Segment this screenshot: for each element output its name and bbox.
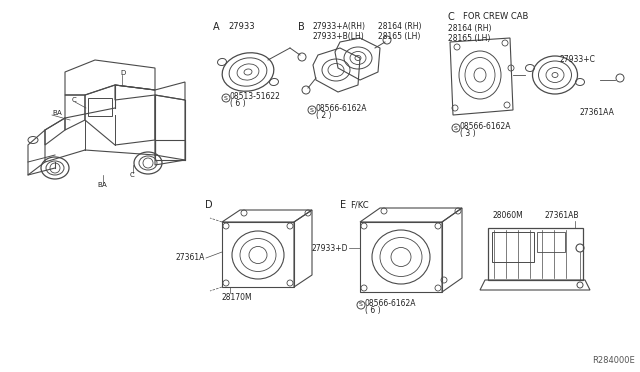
Text: B: B [97,182,102,188]
Text: 28164 (RH): 28164 (RH) [448,24,492,33]
Text: ( 3 ): ( 3 ) [460,128,476,138]
Text: C: C [448,12,455,22]
Text: S: S [359,302,363,308]
Text: 27361AA: 27361AA [580,108,615,117]
Text: D: D [205,200,212,210]
Text: A: A [213,22,220,32]
Text: C: C [130,172,135,178]
Text: 28170M: 28170M [222,293,253,302]
Bar [360,222,442,292]
Bar [492,232,534,262]
Text: 28165 (LH): 28165 (LH) [378,32,420,41]
Text: 08513-51622: 08513-51622 [230,92,281,100]
Text: D: D [120,70,125,76]
Text: FOR CREW CAB: FOR CREW CAB [463,12,529,21]
Text: 08566-6162A: 08566-6162A [365,298,417,308]
Bar [88,98,112,116]
Text: 27933: 27933 [228,22,255,31]
Text: 08566-6162A: 08566-6162A [460,122,511,131]
Text: F/KC: F/KC [350,200,369,209]
Text: S: S [224,96,228,100]
Bar [155,140,185,160]
Text: S: S [454,125,458,131]
Text: A: A [57,110,61,116]
Text: ( 6 ): ( 6 ) [230,99,246,108]
Text: 27361A: 27361A [175,253,205,263]
Bar [537,232,565,252]
Text: 27933+D: 27933+D [312,244,348,253]
Text: 27933+A(RH): 27933+A(RH) [313,22,366,31]
Text: E: E [340,200,346,210]
Text: S: S [310,108,314,112]
Text: 27933+C: 27933+C [560,55,596,64]
Text: A: A [102,182,107,188]
Text: 28165 (LH): 28165 (LH) [448,34,490,43]
Bar [222,222,294,287]
Text: 28060M: 28060M [493,211,524,220]
Text: 28164 (RH): 28164 (RH) [378,22,422,31]
Text: C: C [72,97,77,103]
Text: B: B [298,22,305,32]
Text: 27361AB: 27361AB [545,211,579,220]
Text: 27933+B(LH): 27933+B(LH) [313,32,365,41]
Text: ( 6 ): ( 6 ) [365,305,381,314]
Text: 08566-6162A: 08566-6162A [316,103,367,112]
Bar [488,228,583,280]
Text: R284000E: R284000E [592,356,635,365]
Text: B: B [52,110,57,116]
Text: ( 2 ): ( 2 ) [316,110,332,119]
